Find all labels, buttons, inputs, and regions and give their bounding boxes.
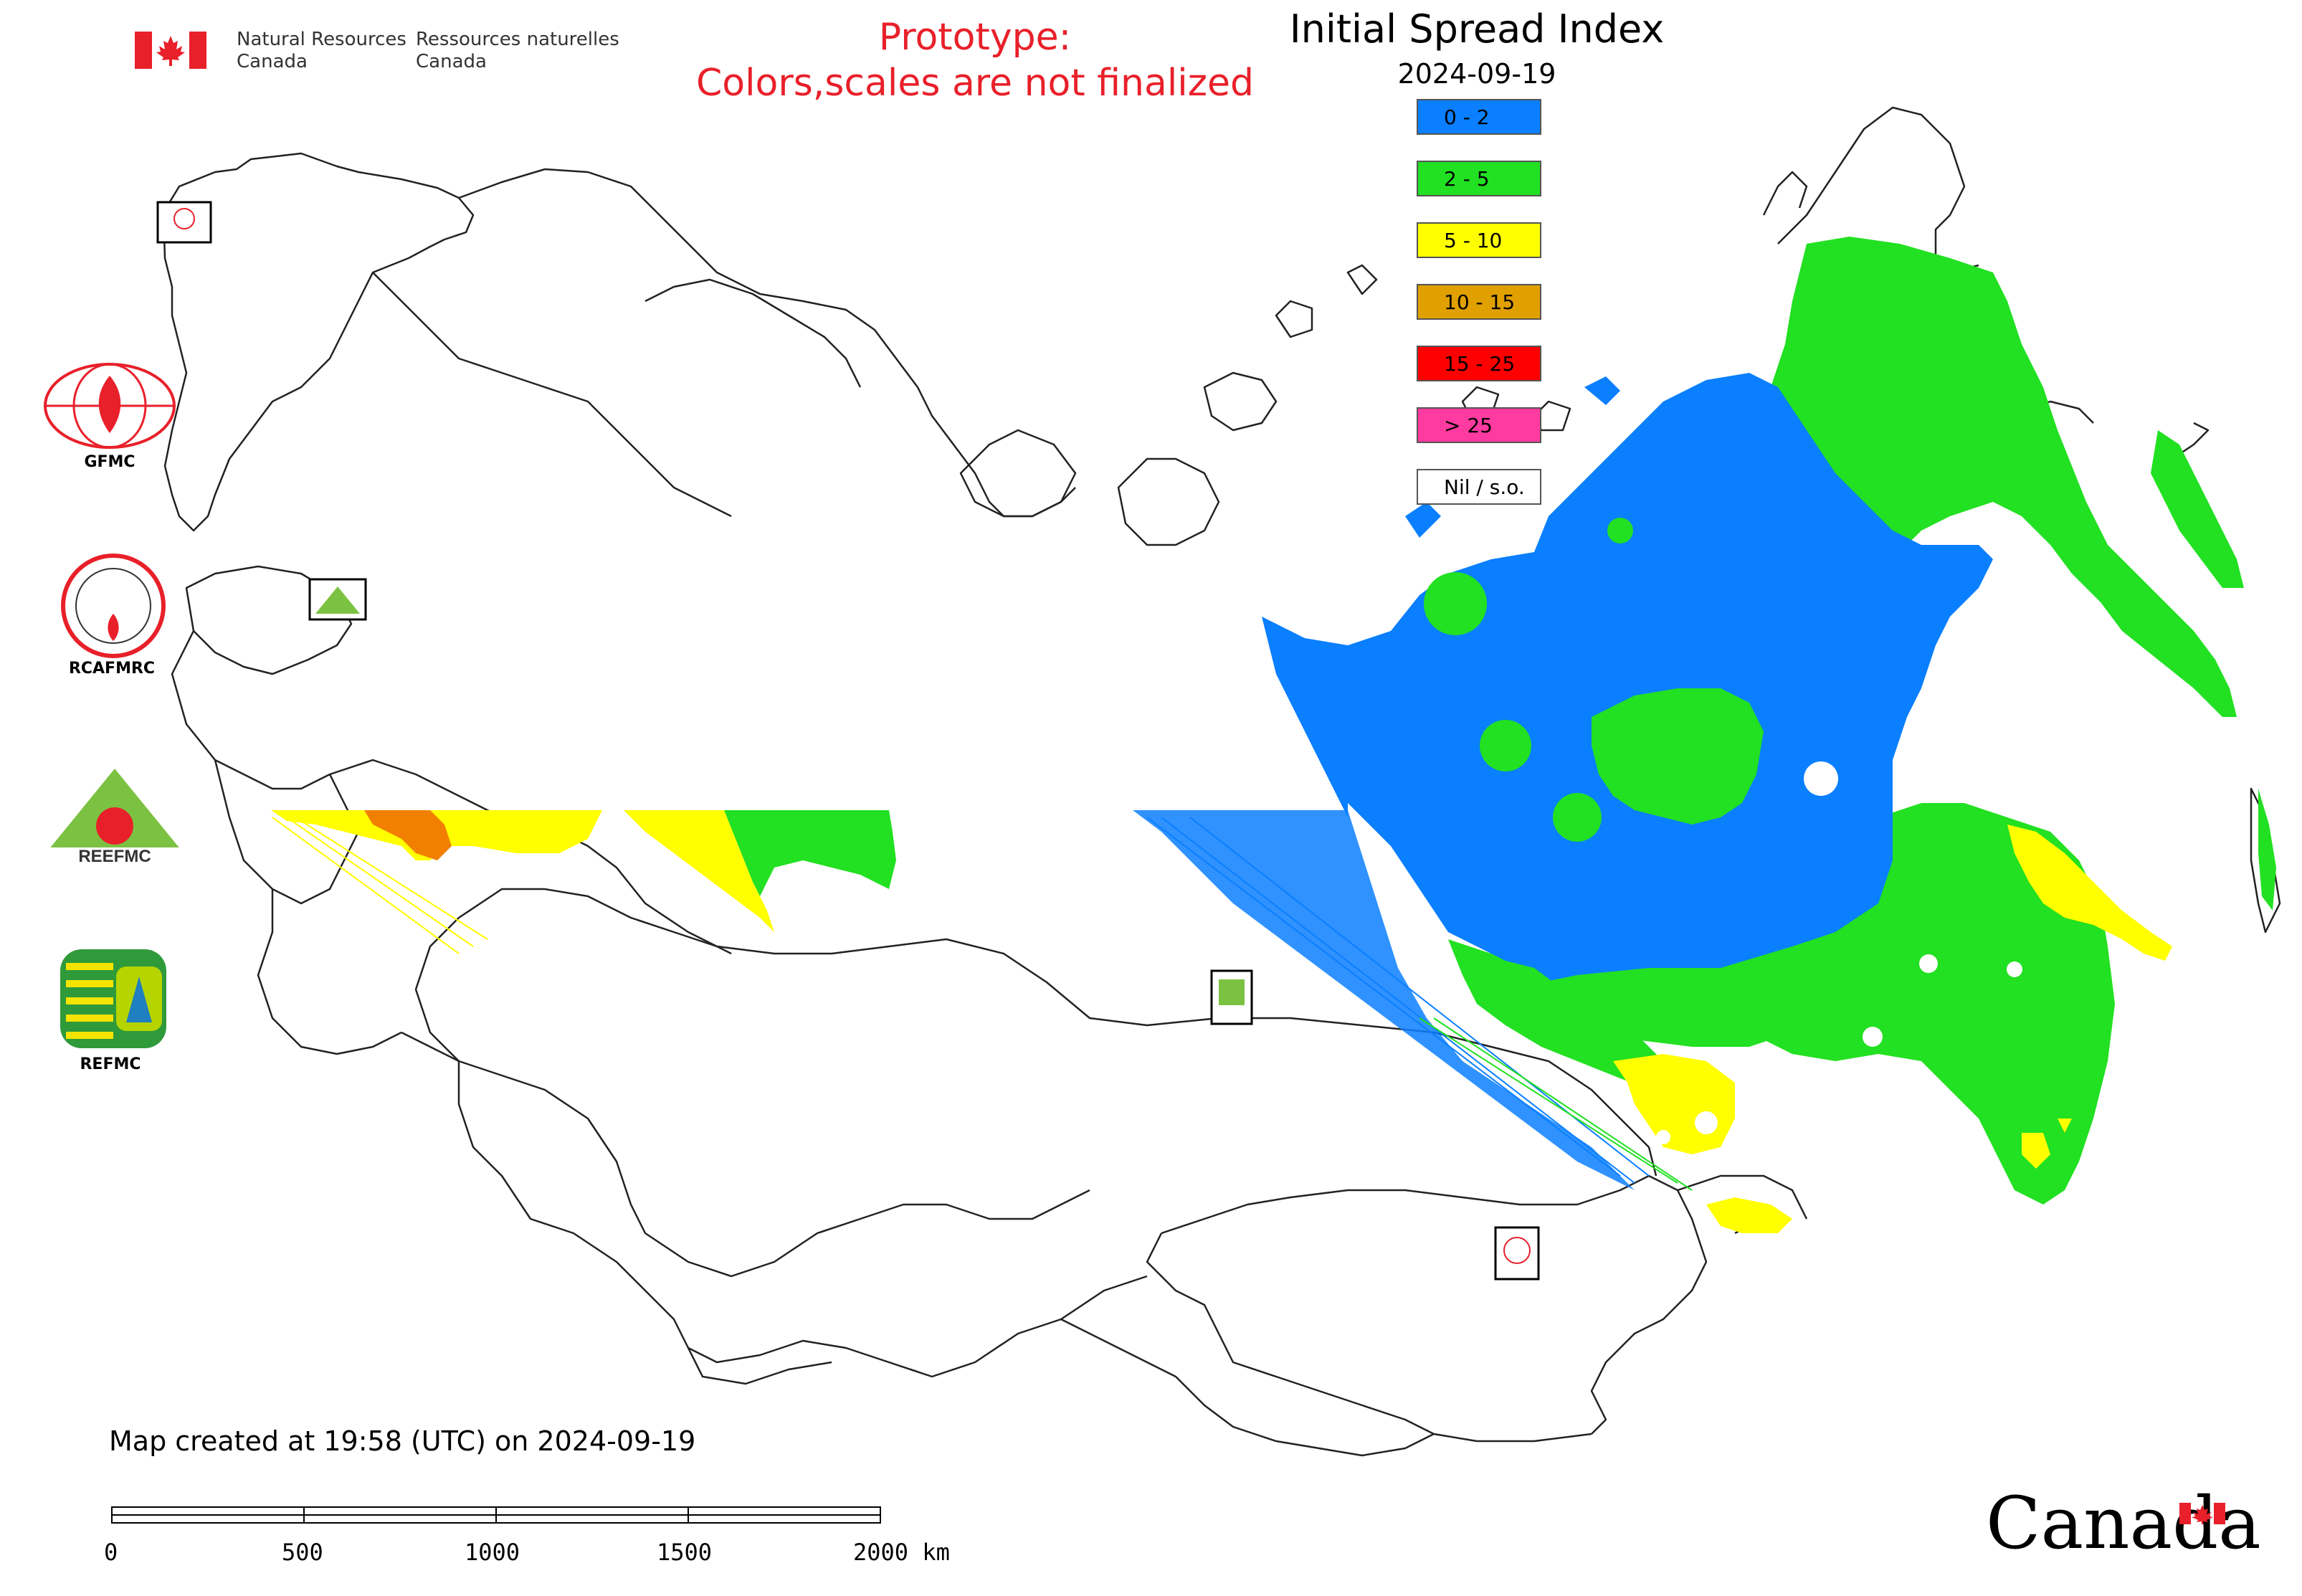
legend-item-over-25: > 25 — [1417, 407, 1541, 443]
refmc-label: REFMC — [80, 1055, 141, 1073]
rcafmrc-logo-icon — [61, 554, 166, 658]
scale-tick-0: 0 — [104, 1539, 118, 1566]
nrcan-signature — [135, 32, 206, 72]
rcafmrc-logo: RCAFMRC — [42, 552, 178, 678]
reefmc-logo: REEFMC — [37, 767, 192, 870]
wordmark-flag-icon — [2179, 1503, 2225, 1524]
gfmc-logo-icon — [44, 363, 176, 449]
prototype-notice: Prototype: Colors,scales are not finaliz… — [695, 16, 1255, 105]
reefmc-logo-icon: REEFMC — [39, 769, 191, 866]
scale-tick-1000: 1000 — [465, 1539, 520, 1566]
refmc-logo: REFMC — [56, 945, 199, 1073]
legend-item-15-25: 15 - 25 — [1417, 346, 1541, 381]
gfmc-label: GFMC — [84, 453, 135, 471]
nrcan-french-name: Ressources naturelles Canada — [416, 29, 619, 72]
legend-item-10-15: 10 - 15 — [1417, 284, 1541, 320]
map-title: Initial Spread Index — [1289, 6, 1665, 52]
legend-item-0-2: 0 - 2 — [1417, 99, 1541, 135]
legend-item-nil: Nil / s.o. — [1417, 469, 1541, 505]
map-date: 2024-09-19 — [1397, 58, 1556, 90]
scale-tick-1500: 1500 — [657, 1539, 713, 1566]
canada-flag-icon — [135, 32, 206, 69]
legend-item-2-5: 2 - 5 — [1417, 161, 1541, 196]
rcafmrc-label: RCAFMRC — [68, 660, 156, 678]
isi-raster — [271, 237, 2276, 1233]
map-partner-markers — [156, 201, 1540, 1281]
refmc-logo-icon — [60, 949, 166, 1048]
legend-item-5-10: 5 - 10 — [1417, 222, 1541, 258]
scale-tick-500: 500 — [282, 1539, 323, 1566]
map-created-text: Map created at 19:58 (UTC) on 2024-09-19 — [109, 1425, 696, 1457]
svg-text:REEFMC: REEFMC — [78, 847, 151, 866]
scale-tick-2000: 2000 km — [853, 1539, 950, 1566]
nrcan-english-name: Natural Resources Canada — [237, 29, 406, 72]
gfmc-logo: GFMC — [42, 361, 178, 471]
